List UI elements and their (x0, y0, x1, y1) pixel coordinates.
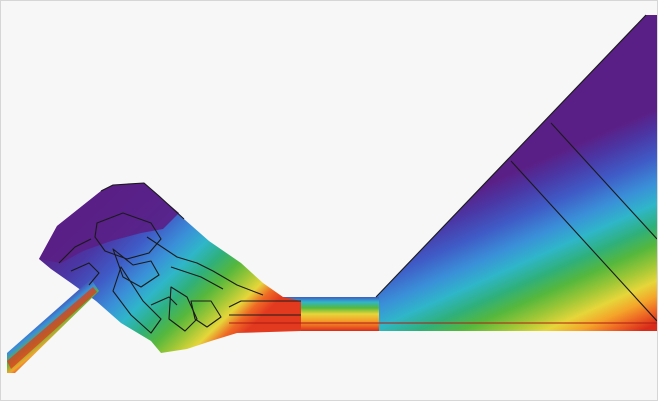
frame-cold-zone (39, 183, 179, 263)
profile-outlines (58, 182, 301, 334)
wall-wedge (376, 15, 657, 331)
glazing-edge (7, 287, 97, 369)
wedge-lines (375, 14, 657, 322)
